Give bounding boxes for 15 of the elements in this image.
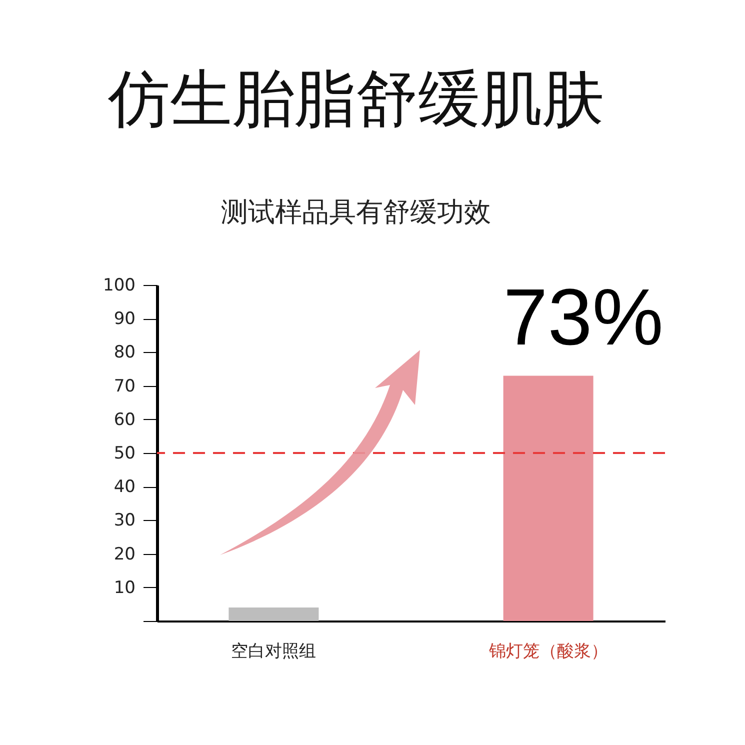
chart-subtitle: 测试样品具有舒缓功效: [221, 197, 491, 228]
y-tick-label: 60: [114, 410, 136, 430]
data-label: 73%: [503, 272, 664, 362]
y-tick-label: 100: [103, 276, 136, 296]
chart-title: 仿生胎脂舒缓肌肤: [107, 62, 604, 135]
y-tick-label: 70: [114, 376, 136, 396]
y-tick-label: 50: [114, 444, 136, 464]
y-tick-label: 90: [114, 309, 136, 330]
x-tick-label: 空白对照组: [231, 642, 316, 662]
x-tick-label: 锦灯笼（酸浆）: [488, 642, 608, 662]
y-tick-label: 20: [114, 544, 136, 564]
y-tick-label: 40: [114, 477, 136, 498]
y-tick-label: 10: [114, 578, 136, 598]
y-tick-label: 30: [114, 510, 136, 531]
y-tick-label: 80: [114, 342, 136, 363]
